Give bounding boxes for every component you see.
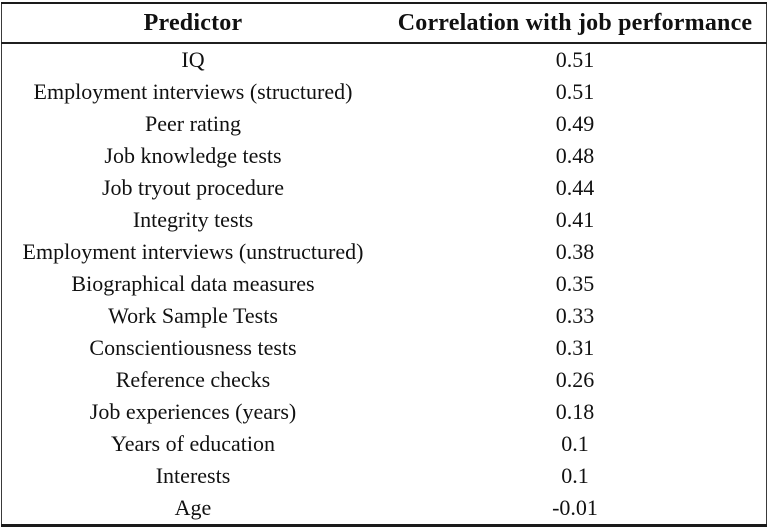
predictor-column-header: Predictor xyxy=(1,3,384,44)
correlation-cell: 0.1 xyxy=(561,430,589,456)
table-row: Job experiences (years) 0.18 xyxy=(2,396,767,428)
table-row: Job knowledge tests 0.48 xyxy=(2,140,767,172)
predictor-cell: Reference checks xyxy=(115,366,271,392)
table-row: Years of education 0.1 xyxy=(2,428,767,460)
table-row: Integrity tests 0.41 xyxy=(2,204,767,236)
table-row: Work Sample Tests 0.33 xyxy=(2,300,767,332)
correlation-cell: 0.51 xyxy=(555,79,595,104)
correlation-cell: 0.38 xyxy=(555,238,595,264)
correlation-cell: 0.33 xyxy=(555,302,595,328)
table-body: IQ 0.51 Employment interviews (structured)… xyxy=(2,43,767,526)
correlation-cell: 0.31 xyxy=(555,334,595,360)
table-row: Age -0.01 xyxy=(2,492,767,526)
predictor-cell: Work Sample Tests xyxy=(108,302,278,328)
predictor-cell: Job experiences (years) xyxy=(89,398,297,424)
correlation-cell: 0.26 xyxy=(555,366,595,392)
table-row: Employment interviews (structured) 0.51 xyxy=(2,76,767,108)
predictor-cell: Employment interviews (unstructured) xyxy=(22,238,364,264)
predictor-cell: Conscientiousness tests xyxy=(89,334,297,360)
correlation-cell: 0.44 xyxy=(555,174,595,200)
correlation-cell: 0.48 xyxy=(555,142,595,168)
predictor-cell: Interests xyxy=(155,462,231,488)
predictor-cell: IQ xyxy=(181,47,205,72)
predictor-cell: Age xyxy=(174,494,212,520)
table-header: Predictor Correlation with job performan… xyxy=(1,3,767,44)
correlation-cell: 0.35 xyxy=(555,270,595,296)
header-row: Predictor Correlation with job performan… xyxy=(1,3,767,44)
table-row: IQ 0.51 xyxy=(2,43,767,76)
table-row: Job tryout procedure 0.44 xyxy=(2,172,767,204)
correlation-cell: 0.41 xyxy=(555,206,595,232)
table-row: Reference checks 0.26 xyxy=(2,364,767,396)
predictor-cell: Years of education xyxy=(111,430,275,456)
correlation-cell: -0.01 xyxy=(552,494,598,520)
table-row: Interests 0.1 xyxy=(2,460,767,492)
table-row: Biographical data measures 0.35 xyxy=(2,268,767,300)
predictor-cell: Job knowledge tests xyxy=(104,142,282,168)
predictor-cell: Job tryout procedure xyxy=(101,174,285,200)
predictor-cell: Biographical data measures xyxy=(71,270,315,296)
table-row: Employment interviews (unstructured) 0.38 xyxy=(2,236,767,268)
correlation-column-header: Correlation with job performance xyxy=(384,3,767,44)
table-row: Conscientiousness tests 0.31 xyxy=(2,332,767,364)
predictor-cell: Employment interviews (structured) xyxy=(33,79,353,104)
correlation-cell: 0.51 xyxy=(555,47,595,72)
correlation-cell: 0.18 xyxy=(555,398,595,424)
predictor-cell: Integrity tests xyxy=(132,206,254,232)
table-row: Peer rating 0.49 xyxy=(2,108,767,140)
correlation-cell: 0.49 xyxy=(555,110,595,136)
predictor-cell: Peer rating xyxy=(145,110,241,136)
correlation-cell: 0.1 xyxy=(561,462,589,488)
